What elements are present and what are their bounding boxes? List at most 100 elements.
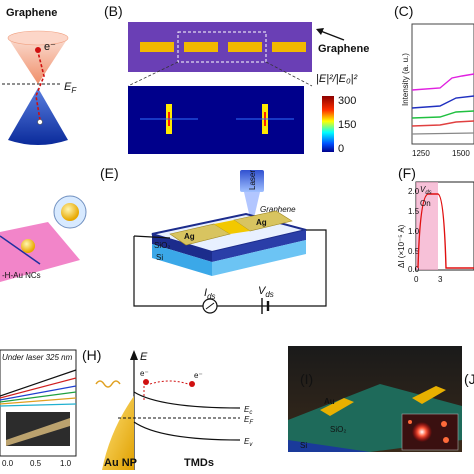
photocurrent-curve <box>417 193 474 269</box>
sio2-front <box>212 230 306 262</box>
colorbar-tick-max: 300 <box>338 95 356 107</box>
conduction-band-edge <box>133 391 241 409</box>
spectrum-gray <box>411 132 474 135</box>
nanorod-3 <box>228 42 262 52</box>
colorbar <box>322 96 334 152</box>
spectrum-green <box>411 110 474 119</box>
i-inset-dot-3 <box>408 420 412 424</box>
colorbar-tick-min: 0 <box>338 143 344 155</box>
pink-substrate <box>0 222 80 282</box>
i-inset-glow <box>412 422 432 442</box>
panel-c: (C) Intensity (a. u.) 1250 1500 <box>394 3 474 158</box>
iv-line-3 <box>0 385 77 401</box>
field-map <box>128 86 304 154</box>
ec-label: Ec <box>244 405 252 416</box>
panel-e-graphene-label: Graphene <box>260 205 296 214</box>
zoom-line-left <box>127 61 179 87</box>
panel-g-xtick-3: 1.0 <box>60 459 72 468</box>
sio2-label: SiO₂ <box>154 241 170 250</box>
panel-f-ytick-1: 1.5 <box>408 207 420 216</box>
panel-c-xtick-1: 1250 <box>412 149 430 158</box>
panel-c-ylabel: Intensity (a. u.) <box>401 53 410 106</box>
iv-line-6 <box>0 403 77 407</box>
spectrum-red <box>411 120 474 127</box>
si-label: Si <box>156 253 163 262</box>
panel-a-title: Graphene <box>6 7 57 19</box>
spectrum-blue <box>411 95 474 109</box>
tmds-label: TMDs <box>184 457 214 469</box>
panel-f: (F) ΔI (×10⁻⁵ A) 2.0 1.5 1.0 0.5 0.0 Vds… <box>397 165 474 284</box>
panel-f-ytick-4: 0.0 <box>408 265 420 274</box>
valence-cone <box>8 88 68 145</box>
colorbar-tick-mid: 150 <box>338 119 356 131</box>
panel-f-vds-label: Vds <box>420 185 432 196</box>
hot-electron-1 <box>143 379 149 385</box>
iv-line-4 <box>0 391 77 403</box>
circuit-wire-left <box>133 235 171 239</box>
iv-line-1 <box>0 369 77 397</box>
au-electrode-left <box>320 398 354 416</box>
i-inset-dot-2 <box>443 437 449 443</box>
panel-g-xtick-2: 0.5 <box>30 459 42 468</box>
i-si-label: Si <box>300 441 307 450</box>
colorbar-title: |E|²/|E₀|² <box>316 73 357 85</box>
panel-f-xtick-1: 0 <box>414 275 419 284</box>
iv-line-5 <box>0 397 77 405</box>
graphene-channel <box>214 220 250 234</box>
ef-label: EF <box>244 415 253 426</box>
ag-right-label: Ag <box>256 218 267 227</box>
panel-h: (H) E Au NP e⁻ e⁻ Ec EF Ev TMDs <box>82 347 253 470</box>
laser-label: Laser <box>248 170 257 190</box>
laser-beam <box>244 192 260 218</box>
panel-f-xtick-2: 3 <box>438 275 443 284</box>
zoom-box <box>177 31 267 63</box>
panel-b: (B) Graphene |E|²/|E₀|² 300 150 0 <box>104 3 369 155</box>
panel-e: (E) Laser Graphene Ag Ag SiO₂ Si Ids Vds <box>100 165 327 314</box>
nanorod-1 <box>140 42 174 52</box>
electron-label: e⁻ <box>44 41 56 53</box>
hot-electron-2 <box>189 381 195 387</box>
si-side <box>152 244 212 276</box>
panel-c-label: (C) <box>394 3 413 19</box>
ag-electrode-right <box>233 210 293 232</box>
electron-left-label: e⁻ <box>140 369 149 378</box>
electron-right-label: e⁻ <box>194 371 203 380</box>
graphene-arrowhead <box>316 28 324 35</box>
panel-h-label: (H) <box>82 347 101 363</box>
iv-line-2 <box>0 377 77 399</box>
hole-dot <box>37 119 43 125</box>
zoom-line-right <box>265 61 313 87</box>
panel-g-xtick-1: 0.0 <box>2 459 14 468</box>
substrate-particle <box>21 239 35 253</box>
nanorod-4 <box>272 42 306 52</box>
si-layer <box>288 440 370 452</box>
conduction-cone <box>8 34 68 84</box>
valence-band-edge <box>133 421 241 441</box>
ammeter-needle <box>205 302 215 310</box>
panel-e-label: (E) <box>100 165 119 181</box>
laser-head <box>240 170 264 192</box>
panel-f-ylabel: ΔI (×10⁻⁵ A) <box>397 224 406 268</box>
panel-b-graphene-label: Graphene <box>318 43 369 55</box>
fermi-label: EF <box>64 81 77 95</box>
panel-b-label: (B) <box>104 3 123 19</box>
panel-c-xtick-2: 1500 <box>452 149 470 158</box>
ag-left-label: Ag <box>184 232 195 241</box>
au-np-region <box>102 396 134 470</box>
panel-a: Graphene EF e⁻ <box>2 7 77 145</box>
panel-g-title: Under laser 325 nm <box>2 353 73 362</box>
electron-transfer-arrow <box>149 380 189 385</box>
g-inset-device <box>6 418 70 446</box>
panel-i: (I) Au SiO₂ Si <box>288 346 462 452</box>
spectrum-magenta <box>411 73 474 91</box>
panel-f-ytick-2: 1.0 <box>408 227 420 236</box>
sio2-side <box>152 234 212 262</box>
i-inset-dot-1 <box>441 421 447 427</box>
conduction-cone-rim <box>7 30 69 46</box>
panel-f-label: (F) <box>398 165 416 181</box>
laser-on-region <box>416 182 438 270</box>
au-np-label: Au NP <box>104 457 137 469</box>
panel-f-ytick-3: 0.5 <box>408 247 420 256</box>
circuit-wire <box>133 229 327 307</box>
